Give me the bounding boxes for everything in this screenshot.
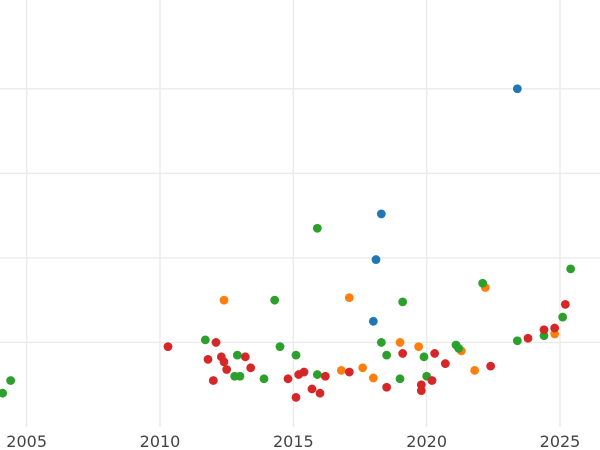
data-point [560, 299, 570, 309]
x-tick-label: 2010 [140, 432, 181, 450]
data-point [0, 388, 8, 398]
data-point [259, 374, 269, 384]
data-point [376, 338, 386, 347]
data-point [414, 342, 424, 352]
data-point [454, 343, 464, 353]
data-point [211, 338, 221, 347]
x-tick-label: 2020 [406, 432, 447, 450]
data-point [246, 363, 256, 373]
data-point [486, 361, 496, 371]
data-point [235, 371, 245, 381]
data-point [558, 312, 568, 322]
data-point [6, 376, 16, 385]
data-point [315, 388, 325, 398]
data-point [395, 338, 405, 347]
data-point [566, 264, 576, 274]
data-point [382, 350, 392, 360]
data-point [283, 374, 293, 384]
data-point [222, 365, 232, 374]
data-point [512, 84, 522, 94]
data-point [382, 382, 392, 392]
data-point [368, 316, 378, 326]
data-point [398, 349, 408, 358]
data-point [200, 335, 210, 345]
data-point [398, 297, 408, 307]
data-points [0, 84, 576, 402]
data-point [208, 376, 218, 385]
horizontal-gridlines [0, 88, 600, 344]
data-point [312, 223, 322, 233]
data-point [523, 333, 533, 343]
data-point [539, 325, 549, 335]
data-point [163, 342, 173, 352]
x-tick-label: 2025 [540, 432, 581, 450]
data-point [368, 373, 378, 383]
data-point [430, 349, 440, 358]
data-point [291, 350, 301, 360]
data-point [320, 371, 330, 381]
data-point [219, 357, 229, 367]
data-point [440, 359, 450, 368]
data-point [219, 295, 229, 305]
data-point [270, 295, 280, 305]
data-point [427, 376, 437, 385]
x-tick-labels: 2005 2010 2015 2020 2025 [6, 432, 580, 450]
data-point [550, 323, 560, 333]
data-point [344, 293, 354, 303]
data-point [419, 352, 429, 362]
data-point [299, 367, 309, 377]
data-point [240, 352, 250, 362]
data-point [470, 365, 480, 375]
data-point [371, 255, 381, 264]
data-point [275, 342, 285, 352]
data-point [232, 350, 242, 360]
data-point [395, 374, 405, 384]
data-point [376, 209, 386, 219]
x-tick-label: 2005 [6, 432, 47, 450]
data-point [291, 393, 301, 402]
data-point [203, 354, 213, 364]
data-point [478, 278, 488, 288]
data-point [416, 386, 426, 396]
x-tick-label: 2015 [273, 432, 314, 450]
data-point [336, 365, 346, 375]
data-point [512, 336, 522, 346]
data-point [358, 363, 368, 373]
data-point [312, 370, 322, 379]
data-point [344, 367, 354, 377]
data-point [307, 384, 317, 394]
